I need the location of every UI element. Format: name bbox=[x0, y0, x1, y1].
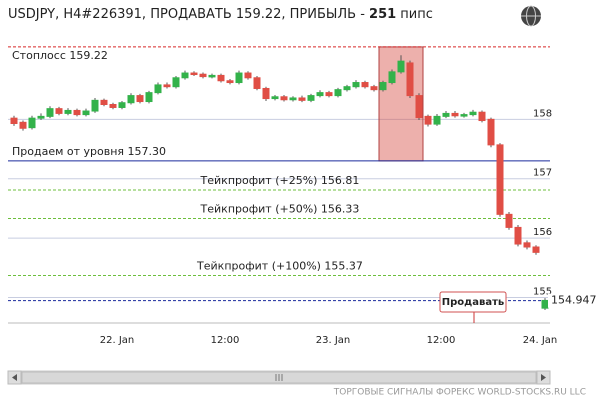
thumb-grip bbox=[275, 374, 283, 381]
candle-body bbox=[415, 95, 423, 119]
candle-body bbox=[424, 115, 432, 125]
arrow-left bbox=[12, 374, 17, 381]
candle-body bbox=[181, 72, 189, 79]
x-tick-label: 22. Jan bbox=[100, 335, 135, 346]
level-label: Стоплосс 159.22 bbox=[12, 49, 108, 62]
candle-body bbox=[64, 109, 72, 114]
candle-body bbox=[379, 82, 387, 91]
candle-body bbox=[73, 109, 81, 116]
y-tick-label: 155 bbox=[533, 286, 552, 297]
candle-body bbox=[433, 115, 441, 125]
candle-body bbox=[523, 242, 531, 248]
candle-body bbox=[514, 226, 522, 245]
candle-body bbox=[370, 86, 378, 91]
candle-body bbox=[343, 86, 351, 91]
candle-body bbox=[505, 213, 513, 228]
candle-body bbox=[532, 246, 540, 253]
x-tick-label: 12:00 bbox=[211, 335, 240, 346]
x-tick-label: 12:00 bbox=[427, 335, 456, 346]
footer: ТОРГОВЫЕ СИГНАЛЫ ФОРЕКС WORLD-STOCKS.RU … bbox=[333, 388, 586, 398]
candle-body bbox=[109, 104, 117, 108]
candle-body bbox=[46, 108, 54, 117]
candle-body bbox=[469, 111, 477, 116]
candle-body bbox=[55, 108, 63, 114]
candle-body bbox=[145, 92, 153, 103]
arrow-right bbox=[541, 374, 546, 381]
x-tick-label: 24. Jan bbox=[523, 335, 558, 346]
chart-title: USDJPY, H4#226391, ПРОДАВАТЬ 159.22, ПРИ… bbox=[8, 7, 433, 22]
candle-body bbox=[163, 84, 171, 88]
candle-body bbox=[496, 144, 504, 215]
candle-body bbox=[217, 74, 225, 82]
level-label: Тейкпрофит (+50%) 156.33 bbox=[200, 203, 360, 216]
candle-body bbox=[298, 97, 306, 101]
candle-body bbox=[541, 299, 549, 309]
candle-body bbox=[451, 112, 459, 117]
globe-icon[interactable] bbox=[521, 5, 541, 27]
candle-body bbox=[154, 84, 162, 94]
candle-body bbox=[244, 72, 252, 79]
candle-body bbox=[100, 99, 108, 105]
candle-body bbox=[442, 112, 450, 117]
candle-body bbox=[352, 82, 360, 88]
title-bold: 251 bbox=[369, 7, 396, 22]
y-tick-label: 158 bbox=[533, 108, 552, 119]
x-tick-label: 23. Jan bbox=[316, 335, 351, 346]
current-price-label: 154.947 bbox=[551, 294, 597, 307]
plot: 155 156 157 158 Стоплосс 159.22 Продаем от ур… bbox=[8, 46, 598, 346]
candle-body bbox=[262, 87, 270, 100]
candle-body bbox=[190, 72, 198, 76]
candle-body bbox=[361, 82, 369, 88]
title-end: пипс bbox=[396, 7, 433, 22]
candle-body bbox=[37, 115, 45, 119]
candle-body bbox=[397, 60, 405, 73]
candle-body bbox=[460, 114, 468, 117]
candle-body bbox=[118, 102, 126, 108]
y-tick-label: 157 bbox=[533, 168, 552, 179]
candle-body bbox=[208, 74, 216, 78]
candle-body bbox=[199, 73, 207, 78]
candle-body bbox=[289, 97, 297, 101]
candle-body bbox=[226, 80, 234, 84]
candle-body bbox=[82, 110, 90, 116]
candle-body bbox=[172, 77, 180, 88]
candle-body bbox=[91, 99, 99, 112]
level-label: Тейкпрофит (+100%) 155.37 bbox=[196, 260, 363, 273]
candle-body bbox=[406, 62, 414, 97]
title-main: USDJPY, H4#226391, ПРОДАВАТЬ 159.22, ПРИ… bbox=[8, 7, 369, 22]
y-tick-label: 156 bbox=[533, 227, 552, 238]
candle-body bbox=[28, 117, 36, 129]
price-tag bbox=[548, 293, 598, 308]
candle-body bbox=[487, 118, 495, 146]
candle-body bbox=[334, 89, 342, 97]
candle-body bbox=[19, 121, 27, 129]
candle-body bbox=[478, 111, 486, 122]
candle-body bbox=[325, 92, 333, 97]
candle-body bbox=[280, 96, 288, 101]
candle-body bbox=[271, 96, 279, 100]
level-label: Тейкпрофит (+25%) 156.81 bbox=[200, 174, 360, 187]
candle-body bbox=[235, 72, 243, 84]
candle-body bbox=[136, 95, 144, 103]
level-label: Продаем от уровня 157.30 bbox=[12, 145, 166, 158]
candle-body bbox=[388, 71, 396, 84]
candle-body bbox=[10, 117, 18, 124]
signal-box bbox=[439, 291, 507, 313]
candle-body bbox=[316, 92, 324, 97]
candle-body bbox=[307, 95, 315, 101]
scrollbar[interactable] bbox=[7, 370, 551, 385]
candle-body bbox=[253, 77, 261, 89]
signal-label: Продавать bbox=[442, 297, 504, 308]
candle-body bbox=[127, 95, 135, 104]
